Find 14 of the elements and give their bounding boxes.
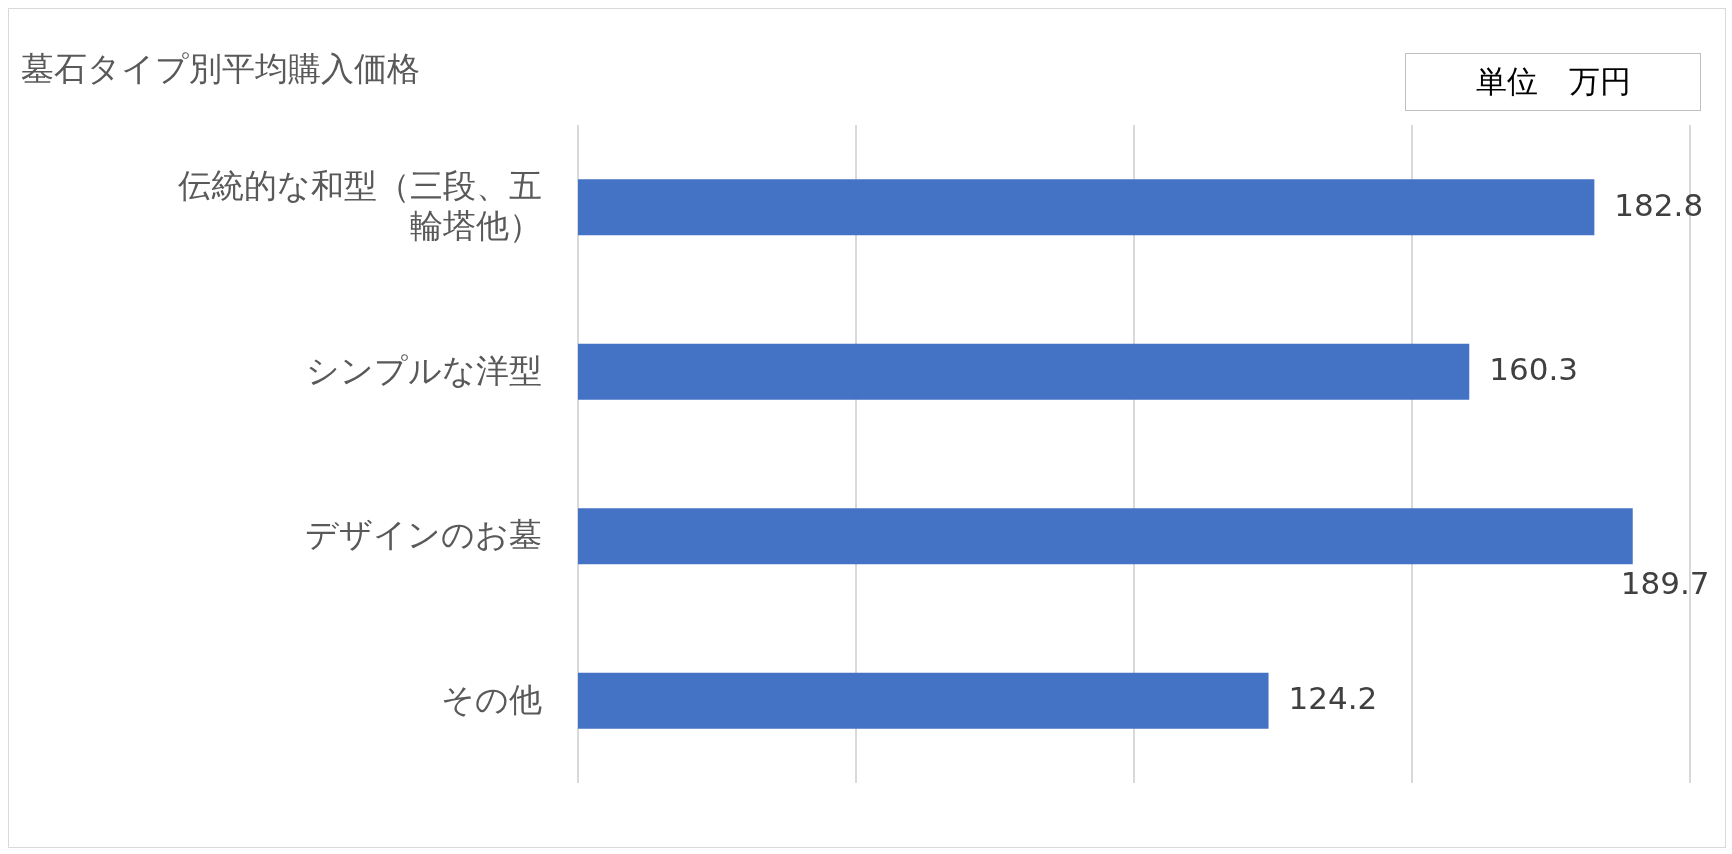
text: 墓石タイプ別平均購入価格	[21, 48, 420, 90]
bar	[578, 508, 1633, 565]
y-tick-label: その他	[441, 679, 542, 719]
bar	[578, 343, 1470, 400]
bar	[578, 672, 1269, 729]
data-label: 160.3	[1489, 351, 1579, 388]
y-tick-label: デザインのお墓	[305, 514, 542, 554]
y-tick-label: 伝統的な和型（三段、五輪塔他）	[178, 165, 542, 245]
bar	[578, 179, 1595, 236]
data-label: 182.8	[1614, 186, 1704, 223]
data-label: 189.7	[1620, 565, 1710, 602]
y-tick-label: シンプルな洋型	[306, 350, 542, 390]
text: 単位 万円	[1405, 53, 1701, 111]
data-label: 124.2	[1288, 680, 1378, 717]
